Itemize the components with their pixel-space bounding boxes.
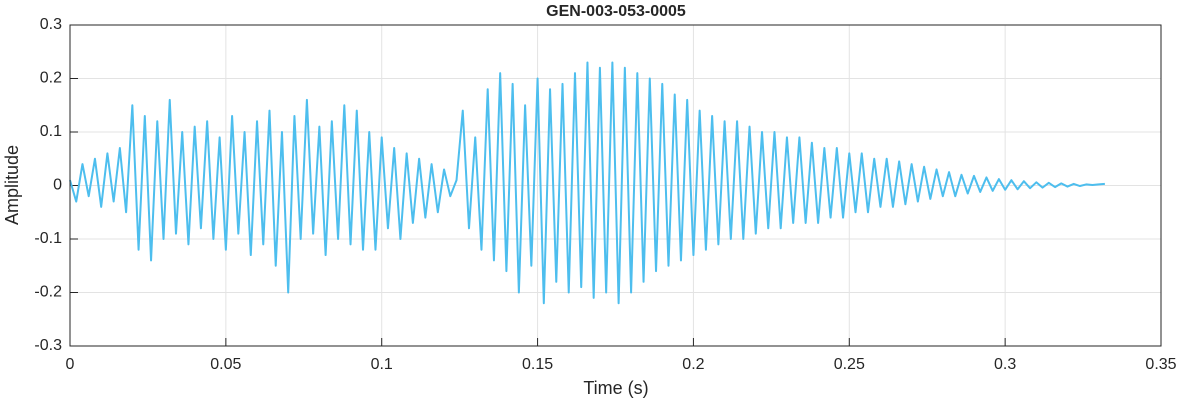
x-tick-label: 0.05 bbox=[210, 356, 241, 373]
y-tick-label: 0.1 bbox=[40, 123, 62, 140]
y-tick-label: -0.3 bbox=[34, 337, 62, 354]
x-tick-label: 0.25 bbox=[834, 356, 865, 373]
plot-frame bbox=[69, 24, 1162, 347]
x-tick-label: 0.3 bbox=[994, 356, 1016, 373]
y-tick-label: -0.2 bbox=[34, 284, 62, 301]
x-tick-label: 0.1 bbox=[371, 356, 393, 373]
x-tick-label: 0 bbox=[66, 356, 75, 373]
chart-title: GEN-003-053-0005 bbox=[546, 3, 686, 20]
y-tick-label: 0.2 bbox=[40, 70, 62, 87]
x-axis-label: Time (s) bbox=[583, 378, 648, 398]
y-tick-label: -0.1 bbox=[34, 230, 62, 247]
y-tick-label: 0 bbox=[53, 177, 62, 194]
waveform-line bbox=[69, 61, 1105, 305]
x-tick-label: 0.2 bbox=[682, 356, 704, 373]
x-tick-label: 0.15 bbox=[522, 356, 553, 373]
x-tick-label: 0.35 bbox=[1145, 356, 1176, 373]
y-tick-label: 0.3 bbox=[40, 16, 62, 33]
y-axis-label: Amplitude bbox=[2, 145, 22, 225]
